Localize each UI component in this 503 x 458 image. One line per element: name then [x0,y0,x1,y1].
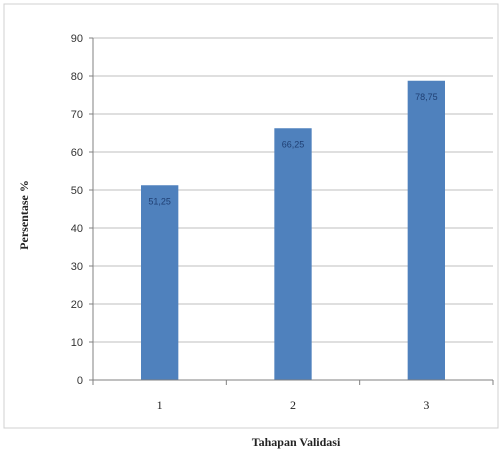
bar-3 [407,80,445,380]
y-tick-label: 20 [71,299,83,311]
y-tick-label: 40 [71,223,83,235]
data-label-2: 66,25 [282,139,305,149]
bars [141,80,445,380]
data-label-1: 51,25 [148,196,171,206]
y-tick-label: 80 [71,71,83,83]
y-tick-label: 30 [71,261,83,273]
y-axis-ticks: 0 10 20 30 40 50 60 70 80 90 [71,33,93,387]
y-tick-label: 60 [71,147,83,159]
bar-1 [141,185,179,380]
y-axis-title: Persentase % [17,180,31,250]
x-axis-title: Tahapan Validasi [252,435,341,449]
y-tick-label: 50 [71,185,83,197]
x-category-label: 1 [157,398,163,412]
y-tick-label: 0 [77,375,83,387]
y-tick-label: 10 [71,337,83,349]
y-tick-label: 90 [71,33,83,45]
data-label-3: 78,75 [415,92,438,102]
data-labels: 51,25 66,25 78,75 [148,92,437,207]
y-tick-label: 70 [71,109,83,121]
x-category-label: 3 [423,398,429,412]
bar-2 [274,128,312,380]
x-category-label: 2 [290,398,296,412]
x-axis-ticks: 1 2 3 [92,380,494,412]
